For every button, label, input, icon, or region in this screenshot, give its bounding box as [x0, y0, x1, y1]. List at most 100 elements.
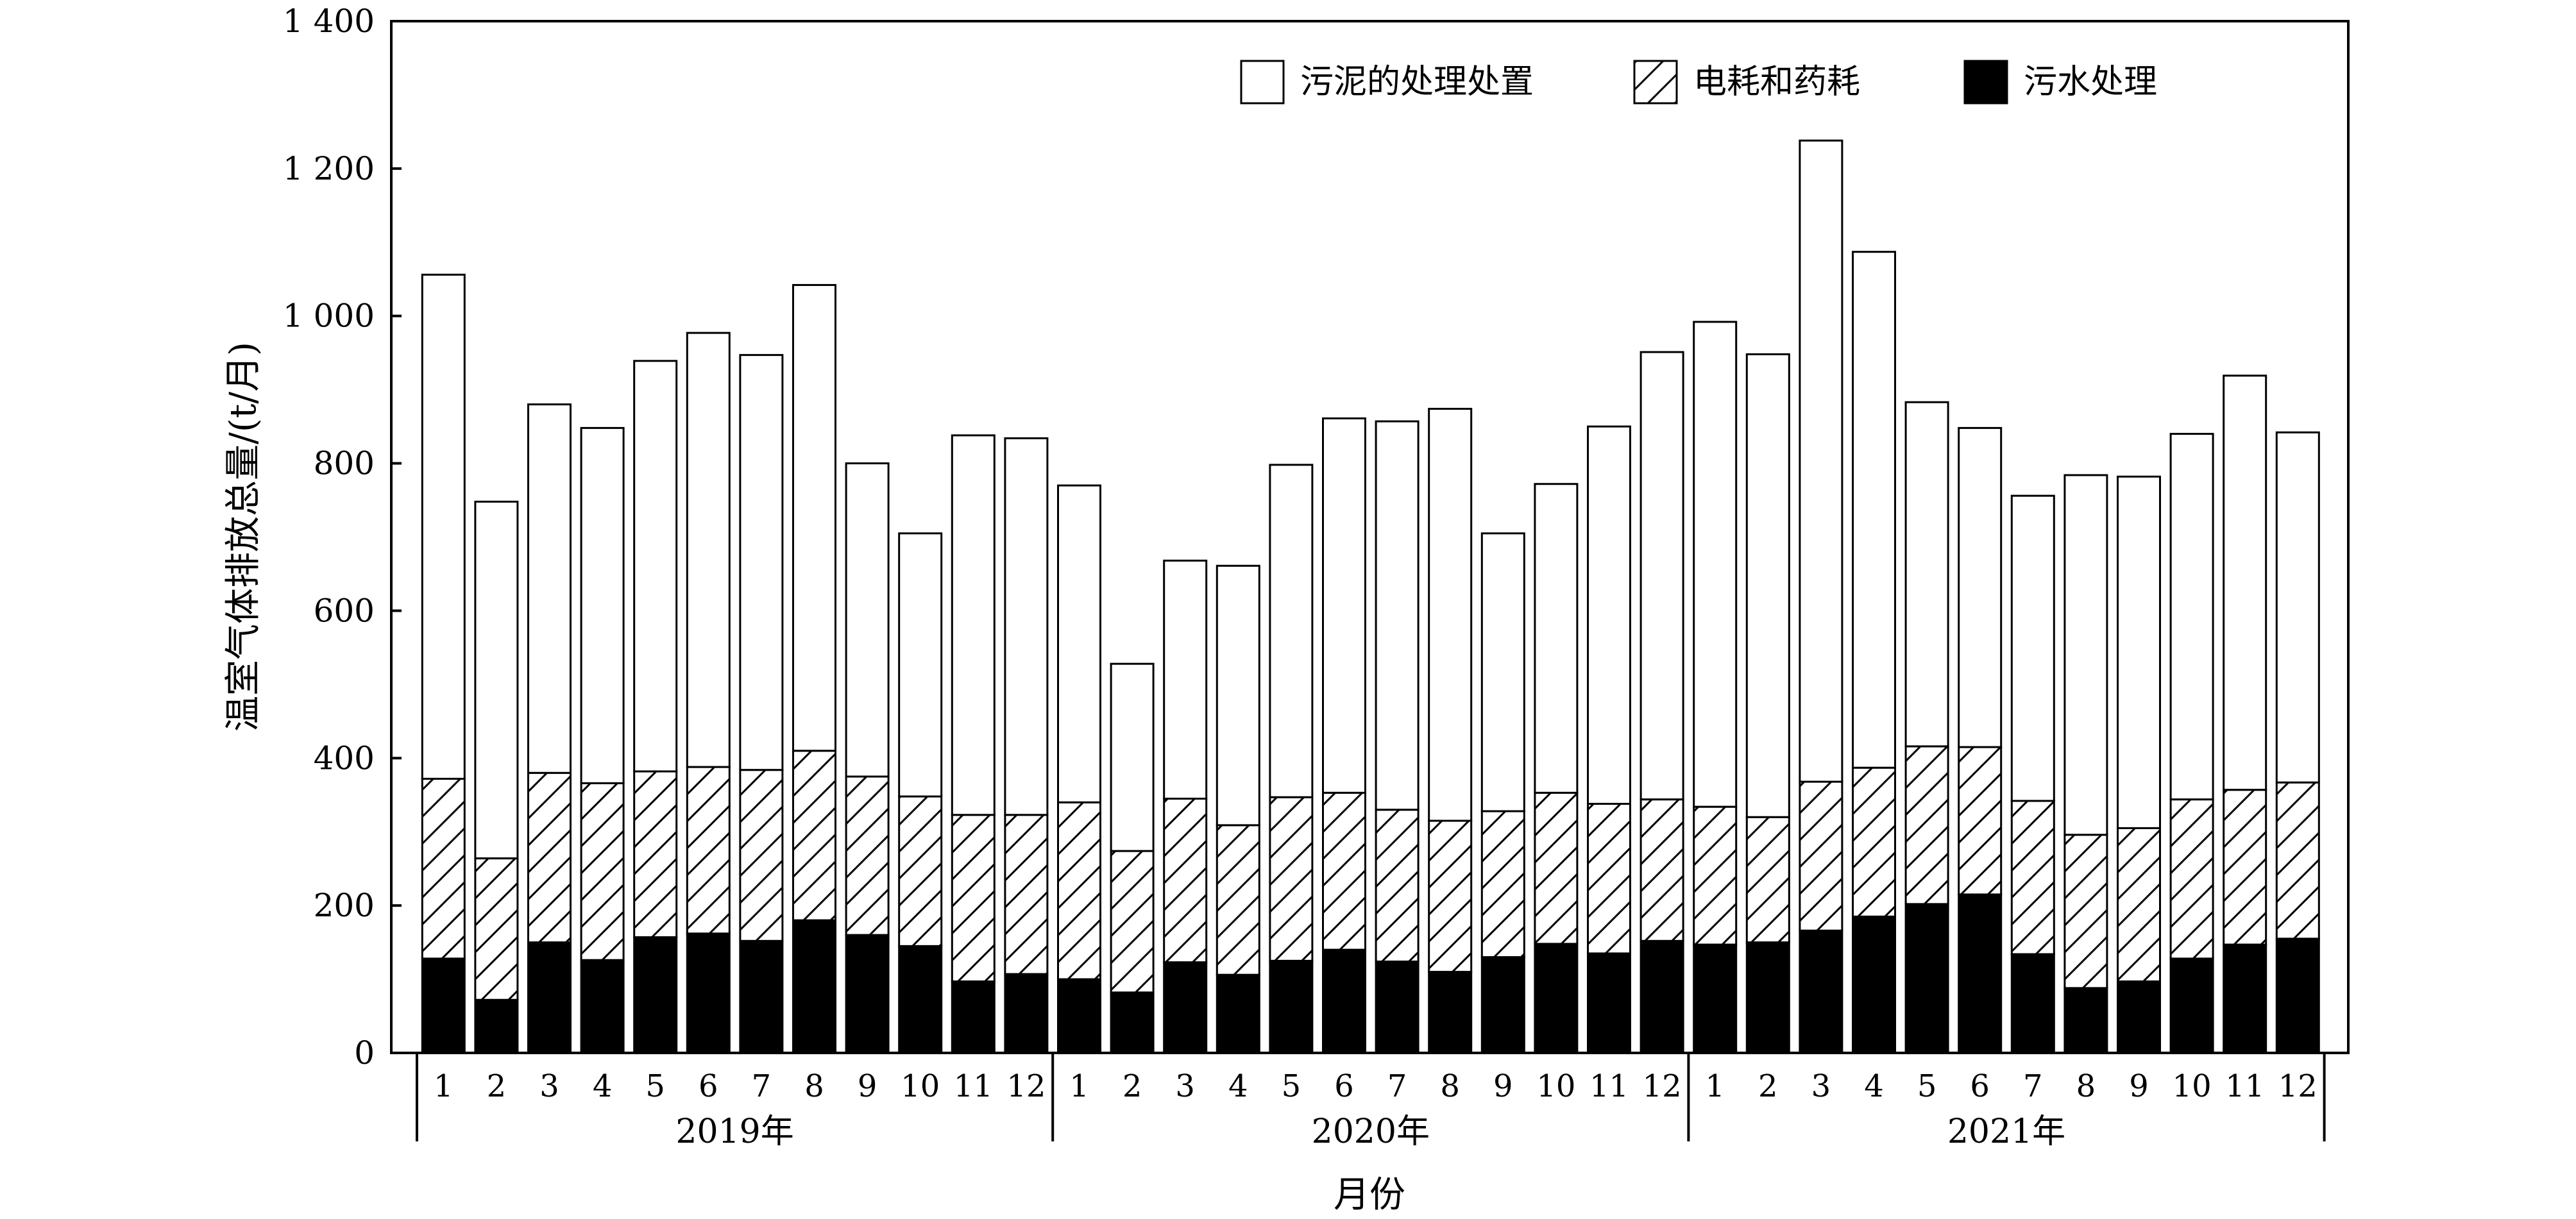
bar-segment-2-24: [1640, 798, 1684, 942]
bar-segment-2-1: [421, 777, 466, 960]
bar-segment-3-32: [2063, 474, 2108, 836]
x-tick-label: 5: [1917, 1068, 1937, 1104]
bar-segment-1-36: [2275, 937, 2320, 1054]
x-tick-label: 2: [1758, 1068, 1778, 1104]
bar-segment-2-13: [1057, 801, 1101, 980]
legend-swatch: [1963, 60, 2008, 105]
legend-label: 污水处理: [2024, 63, 2157, 101]
bar-segment-3-9: [845, 462, 890, 778]
x-tick-label: 1: [1705, 1068, 1725, 1104]
bar-segment-3-3: [527, 403, 572, 774]
bar-segment-3-27: [1799, 139, 1843, 783]
bar-segment-1-11: [951, 980, 996, 1054]
y-tick-label: 800: [314, 445, 375, 482]
bar-segment-2-29: [1904, 745, 1949, 905]
bar-segment-3-15: [1163, 559, 1208, 800]
x-tick-label: 4: [1864, 1068, 1884, 1104]
x-tick-label: 2: [487, 1068, 507, 1104]
bar-segment-3-10: [898, 532, 943, 798]
y-tick-label: 1 200: [283, 150, 375, 187]
bar-segment-2-30: [1958, 746, 2003, 896]
x-tick-label: 8: [804, 1068, 824, 1104]
y-tick-label: 0: [354, 1034, 375, 1072]
bar-segment-1-12: [1004, 973, 1049, 1054]
x-tick-label: 12: [1006, 1068, 1046, 1104]
bar-segment-2-35: [2223, 789, 2267, 946]
bar-segment-1-10: [898, 945, 943, 1054]
bar-segment-3-2: [474, 500, 519, 860]
x-tick-label: 3: [1811, 1068, 1831, 1104]
x-tick-label: 12: [2278, 1068, 2318, 1104]
plot-frame: [390, 20, 2350, 1054]
bar-segment-3-16: [1216, 564, 1260, 827]
y-tick-label: 1 000: [283, 298, 375, 335]
bar-segment-2-21: [1480, 810, 1525, 959]
x-tick-label: 7: [752, 1068, 772, 1104]
bar-segment-3-14: [1110, 662, 1155, 852]
bar-segment-1-1: [421, 957, 466, 1054]
bar-segment-1-23: [1587, 952, 1631, 1054]
x-tick-label: 5: [645, 1068, 665, 1104]
bar-segment-1-21: [1480, 956, 1525, 1054]
bar-segment-2-28: [1852, 766, 1896, 918]
bar-segment-3-25: [1693, 321, 1738, 808]
bar-segment-2-14: [1110, 850, 1155, 994]
x-tick-label: 12: [1643, 1068, 1682, 1104]
x-tick-label: 6: [1970, 1068, 1990, 1104]
bar-segment-2-15: [1163, 797, 1208, 964]
y-tick-label: 200: [314, 887, 375, 924]
x-tick-label: 11: [954, 1068, 993, 1104]
bar-segment-2-3: [527, 771, 572, 944]
bar-segment-2-32: [2063, 834, 2108, 989]
bar-segment-2-36: [2275, 781, 2320, 940]
bar-segment-1-5: [633, 936, 678, 1054]
x-axis: 1 2 3 4 5 6 7 8 9 10 11 12 1 2 3 4 5 6 7 8 9 10 11 12 1 2 3 4 5 6 7 8 9 1…: [416, 1053, 2326, 1151]
x-tick-label: 10: [1536, 1068, 1575, 1104]
bar-segment-1-15: [1163, 961, 1208, 1054]
bar-segment-2-23: [1587, 803, 1631, 955]
bar-segment-1-14: [1110, 991, 1155, 1054]
legend-label: 电耗和药耗: [1693, 63, 1860, 101]
bar-segment-1-32: [2063, 987, 2108, 1054]
bar-segment-3-20: [1428, 408, 1473, 822]
bar-segment-2-2: [474, 857, 519, 1001]
year-group-label: 2021年: [1947, 1113, 2065, 1151]
bar-segment-2-33: [2117, 827, 2161, 983]
y-axis: 0 200 400 600 800 1 000 1 200 1 400: [283, 3, 402, 1072]
bar-segment-1-20: [1428, 971, 1473, 1054]
bar-segment-1-31: [2010, 953, 2055, 1054]
x-axis-title: 月份: [1334, 1174, 1405, 1216]
bar-segment-1-6: [686, 932, 731, 1054]
bar-segment-2-31: [2010, 800, 2055, 955]
x-tick-label: 7: [2023, 1068, 2043, 1104]
bar-segment-3-5: [633, 360, 678, 773]
x-tick-label: 4: [593, 1068, 613, 1104]
bar-segment-2-17: [1269, 796, 1314, 962]
bar-segment-3-30: [1958, 426, 2003, 748]
bar-segment-3-36: [2275, 431, 2320, 784]
bar-segment-1-8: [792, 919, 836, 1054]
bar-segment-1-16: [1216, 973, 1260, 1054]
x-tick-label: 10: [901, 1068, 940, 1104]
bar-segment-2-12: [1004, 814, 1049, 975]
bar-segment-2-5: [633, 770, 678, 939]
bar-segment-3-22: [1534, 483, 1579, 794]
bar-segment-3-8: [792, 283, 836, 752]
bar-segment-3-28: [1852, 251, 1896, 769]
legend-label: 污泥的处理处置: [1300, 63, 1534, 101]
bars-layer: [421, 139, 2320, 1054]
bar-segment-2-34: [2169, 798, 2214, 960]
x-tick-label: 8: [1440, 1068, 1460, 1104]
year-group-label: 2020年: [1312, 1113, 1430, 1151]
x-tick-label: 8: [2076, 1068, 2096, 1104]
bar-segment-3-31: [2010, 494, 2055, 802]
bar-segment-2-27: [1799, 780, 1843, 932]
bar-segment-1-7: [739, 939, 784, 1054]
bar-segment-2-20: [1428, 820, 1473, 973]
bar-segment-1-34: [2169, 957, 2214, 1054]
bar-segment-3-35: [2223, 374, 2267, 791]
bar-segment-2-11: [951, 814, 996, 983]
bar-segment-1-22: [1534, 943, 1579, 1054]
bar-segment-3-29: [1904, 401, 1949, 748]
x-tick-label: 3: [539, 1068, 559, 1104]
